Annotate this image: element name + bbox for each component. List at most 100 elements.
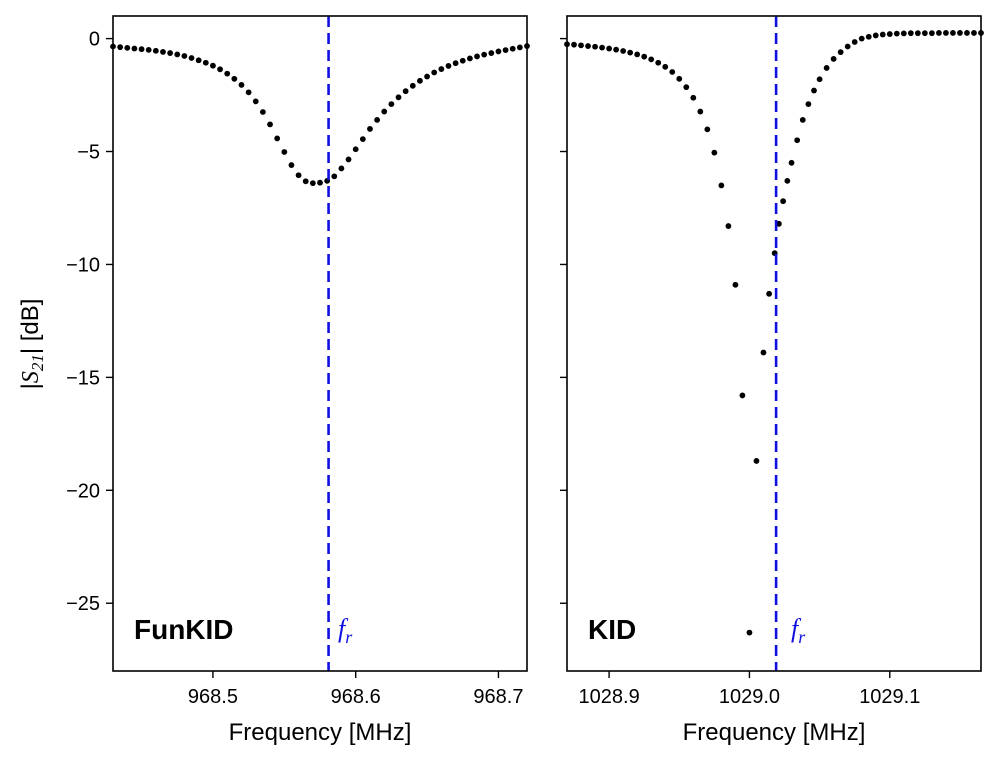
funkid-data-point [459, 57, 466, 64]
funkid-fr-base: f [338, 614, 349, 643]
kid-data-point [928, 30, 935, 37]
funkid-y-tick-label: −5 [77, 142, 100, 164]
funkid-data-point [424, 73, 430, 80]
kid-data-point [683, 84, 690, 91]
kid-panel-label: KID [588, 614, 636, 645]
kid-data-point [599, 44, 605, 51]
funkid-y-tick-label: −15 [66, 367, 100, 389]
kid-data-point [732, 281, 739, 288]
funkid-data-point [252, 98, 259, 105]
kid-panel: 1028.9 1029.0 1029.1 KID fr Frequency [MHz… [560, 15, 984, 746]
funkid-data-point [352, 146, 359, 153]
y-label-prefix: | [17, 383, 44, 389]
funkid-data-point [381, 108, 388, 115]
funkid-x-tick-label: 968.6 [331, 686, 381, 708]
kid-data-point [648, 56, 655, 63]
funkid-data-point [331, 173, 338, 180]
kid-data-point [957, 30, 963, 36]
kid-data-point [893, 30, 900, 37]
kid-data-point [886, 31, 893, 37]
kid-data-point [585, 43, 591, 49]
funkid-data-point [260, 109, 266, 115]
kid-x-axis: 1028.9 1029.0 1029.1 [579, 671, 920, 708]
funkid-data-point [367, 126, 373, 132]
kid-y-axis [560, 37, 567, 604]
kid-data-point [823, 65, 830, 71]
kid-data-point [739, 392, 746, 399]
kid-data-point [879, 31, 886, 38]
kid-data-point [830, 56, 837, 62]
funkid-data-point [417, 77, 423, 84]
kid-resonance-label: fr [791, 614, 806, 647]
funkid-data-point [402, 88, 409, 95]
kid-data-point [844, 43, 851, 50]
kid-data-point [872, 32, 879, 39]
funkid-data-point [224, 70, 231, 77]
kid-data-point [725, 223, 732, 229]
funkid-data-point [474, 53, 480, 60]
kid-data-point [900, 30, 907, 37]
funkid-data-point [388, 101, 395, 107]
funkid-data-point [274, 135, 281, 142]
kid-data-point [641, 53, 648, 60]
funkid-x-tick-label: 968.7 [473, 686, 523, 708]
funkid-data-point [238, 81, 245, 88]
kid-data-point [753, 458, 760, 464]
kid-data-point [704, 126, 711, 133]
kid-data-point [865, 33, 872, 40]
funkid-data-point [452, 60, 459, 67]
kid-data-point [816, 76, 823, 83]
kid-data-point [578, 42, 584, 49]
funkid-plot-frame [112, 15, 528, 672]
funkid-data-point [445, 63, 452, 69]
funkid-panel-label: FunKID [134, 614, 234, 645]
funkid-x-axis: 968.5 968.6 968.7 [188, 671, 523, 708]
kid-data-point [571, 41, 577, 48]
kid-plot-frame [566, 15, 982, 672]
funkid-data-point [124, 44, 131, 51]
funkid-data-point [152, 47, 159, 54]
funkid-data-point [217, 66, 223, 73]
kid-x-tick-label: 1029.1 [859, 686, 920, 708]
funkid-data-point [309, 180, 316, 187]
kid-data-point [620, 48, 627, 54]
funkid-data-point [374, 117, 380, 123]
kid-data-point [676, 75, 683, 82]
kid-data-point [943, 30, 949, 36]
kid-data-point [907, 30, 914, 37]
funkid-y-tick-label: −10 [66, 254, 100, 276]
funkid-data-point [295, 172, 302, 179]
funkid-data-point [481, 51, 488, 58]
funkid-data-point [495, 48, 502, 55]
kid-data-point [697, 108, 704, 115]
funkid-data-point [467, 55, 473, 62]
kid-x-axis-label: Frequency [MHz] [683, 719, 866, 746]
funkid-data-point [438, 66, 445, 72]
kid-data-point [606, 45, 612, 52]
kid-data-points [564, 30, 984, 636]
funkid-data-point [359, 136, 366, 142]
funkid-data-point [210, 62, 216, 69]
kid-fr-base: f [791, 614, 802, 643]
funkid-data-point [502, 47, 509, 54]
funkid-x-tick-label: 968.5 [188, 686, 238, 708]
kid-data-point [746, 629, 753, 636]
kid-data-point [851, 39, 858, 45]
funkid-fr-sub: r [345, 627, 353, 647]
funkid-data-point [345, 156, 352, 163]
kid-x-tick-label: 1029.0 [719, 686, 780, 708]
kid-data-point [780, 198, 787, 205]
kid-data-point [655, 59, 662, 66]
funkid-data-point [202, 59, 209, 66]
kid-data-point [837, 49, 844, 56]
funkid-data-point [160, 49, 166, 55]
kid-data-point [971, 30, 977, 36]
kid-data-point [669, 69, 676, 75]
kid-data-point [936, 30, 942, 36]
kid-data-point [613, 46, 620, 53]
kid-data-point [914, 30, 921, 37]
funkid-data-point [317, 179, 323, 186]
kid-data-point [718, 182, 725, 189]
kid-data-point [858, 35, 865, 42]
funkid-data-point [281, 149, 288, 155]
